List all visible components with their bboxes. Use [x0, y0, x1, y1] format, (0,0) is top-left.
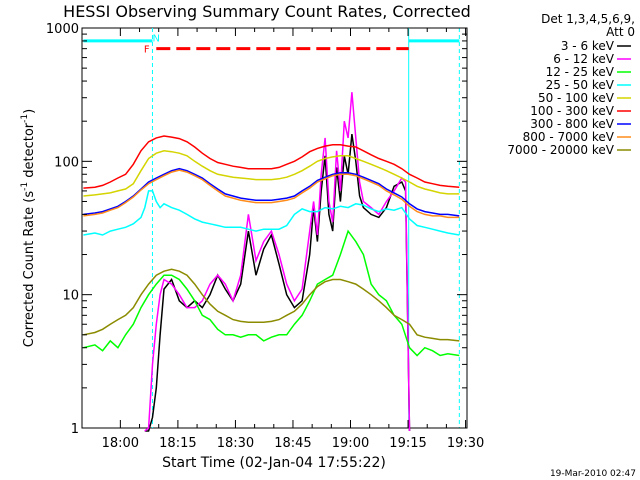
- legend-label: 100 - 300 keV: [530, 104, 614, 118]
- y-tick-label: 100: [54, 155, 79, 170]
- y-tick-label: 10: [62, 289, 79, 304]
- legend-label: 50 - 100 keV: [538, 91, 615, 105]
- y-axis-label: Corrected Count Rate (s-1 detector-1): [20, 109, 37, 347]
- chart-title: HESSI Observing Summary Count Rates, Cor…: [63, 2, 471, 21]
- series-line-4: [83, 150, 460, 197]
- x-tick-label: 18:00: [102, 436, 139, 451]
- flag-annotation: N: [153, 33, 160, 44]
- flag-bars: FN: [83, 33, 460, 56]
- vertical-markers: [151, 28, 460, 428]
- series-line-3: [83, 190, 460, 236]
- legend-label: 800 - 7000 keV: [523, 130, 615, 144]
- series-line-2: [83, 229, 460, 357]
- series-line-7: [83, 169, 460, 219]
- y-tick-label: 1000: [46, 22, 79, 37]
- legend-label: 12 - 25 keV: [546, 65, 615, 79]
- x-axis-ticks: 18:00 18:15 18:30 18:45 19:00 19:15 19:30: [102, 28, 484, 451]
- x-tick-label: 19:00: [332, 436, 369, 451]
- x-tick-label: 19:15: [389, 436, 426, 451]
- data-series: [83, 92, 460, 432]
- y-tick-label: 1: [71, 422, 79, 437]
- series-line-1: [144, 92, 411, 432]
- x-tick-label: 18:15: [159, 436, 196, 451]
- series-line-5: [83, 135, 460, 189]
- series-line-8: [83, 268, 460, 342]
- legend-label: 3 - 6 keV: [561, 39, 615, 53]
- y-axis-ticks: 1 10 100 1000: [46, 22, 467, 437]
- legend-label: 300 - 800 keV: [530, 117, 614, 131]
- legend-header-1: Det 1,3,4,5,6,9,: [541, 12, 635, 26]
- x-axis-label: Start Time (02-Jan-04 17:55:22): [162, 455, 386, 471]
- legend-label: 7000 - 20000 keV: [507, 143, 614, 157]
- date-stamp: 19-Mar-2010 02:47: [550, 469, 636, 479]
- plot-area-frame: [81, 27, 468, 429]
- x-tick-label: 19:30: [447, 436, 484, 451]
- x-tick-label: 18:45: [274, 436, 311, 451]
- x-tick-label: 18:30: [217, 436, 254, 451]
- series-line-0: [144, 133, 411, 432]
- series-line-6: [83, 167, 460, 217]
- legend-header-2: Att 0: [606, 25, 635, 39]
- legend-label: 25 - 50 keV: [546, 78, 615, 92]
- flag-annotation: F: [144, 45, 150, 56]
- legend-label: 6 - 12 keV: [553, 52, 615, 66]
